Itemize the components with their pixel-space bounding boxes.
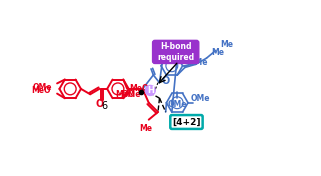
Text: H: H	[147, 86, 154, 95]
Text: MeO: MeO	[31, 86, 51, 95]
Text: MeO: MeO	[115, 90, 135, 99]
Circle shape	[145, 85, 155, 95]
FancyBboxPatch shape	[170, 115, 203, 129]
Text: OMe: OMe	[33, 83, 52, 92]
Text: OMe: OMe	[188, 58, 208, 67]
Text: [4+2]: [4+2]	[172, 118, 201, 127]
Text: OMe: OMe	[168, 100, 187, 109]
Text: MeO: MeO	[129, 84, 149, 93]
Text: OMe: OMe	[190, 94, 210, 103]
Text: 6: 6	[101, 101, 107, 111]
Text: Me: Me	[211, 48, 224, 56]
Text: Me: Me	[139, 124, 152, 133]
Text: O: O	[161, 76, 170, 86]
FancyBboxPatch shape	[152, 40, 199, 64]
Text: OMe: OMe	[121, 90, 141, 99]
Text: Me: Me	[220, 40, 233, 49]
Text: H-bond
required: H-bond required	[157, 42, 194, 62]
Text: O: O	[95, 99, 104, 109]
